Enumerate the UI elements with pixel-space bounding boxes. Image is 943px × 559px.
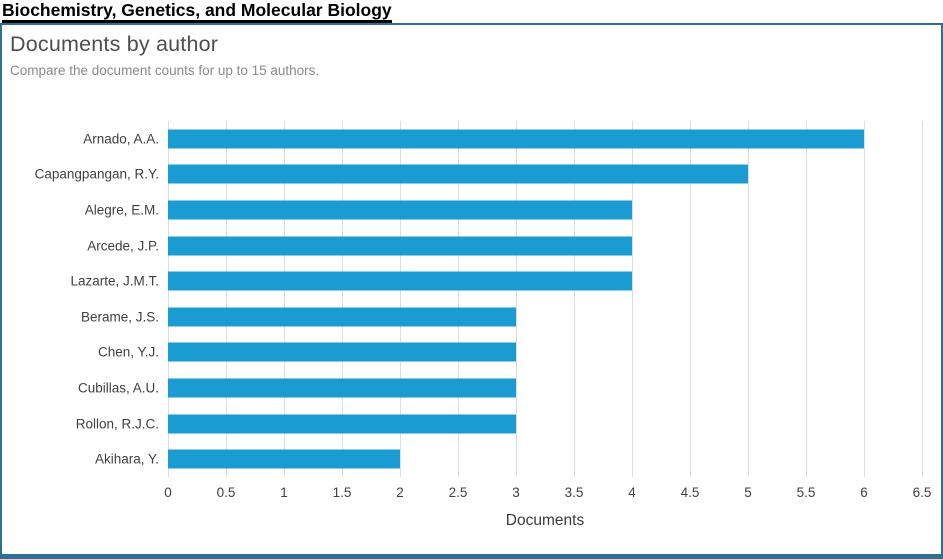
gridline [689, 121, 691, 477]
x-tick-label: 4 [628, 485, 636, 500]
document-count-bar[interactable] [168, 236, 632, 256]
panel-subtitle: Compare the document counts for up to 15… [10, 63, 320, 78]
document-count-bar[interactable] [168, 271, 632, 291]
bar-row: Arcede, J.P. [87, 228, 922, 264]
plot-area: Arnado, A.A. Capangpangan, R.Y. Alegre, E.… [35, 121, 923, 477]
author-label: Chen, Y.J. [97, 344, 159, 360]
document-count-bar[interactable] [168, 449, 400, 469]
bar-row: Lazarte, J.M.T. [70, 263, 922, 299]
document-count-bar[interactable] [168, 307, 516, 327]
x-axis-ticks: 0 0.5 1 1.5 2 2.5 3 3.5 4 4.5 5 5.5 6 6.5 [164, 485, 931, 502]
x-tick-label: 0.5 [216, 485, 236, 500]
x-tick-label: 1 [280, 485, 288, 500]
x-tick-label: 2 [396, 485, 404, 500]
author-label: Arcede, J.P. [87, 238, 159, 254]
x-tick-label: 2.5 [448, 485, 468, 500]
x-tick-label: 6.5 [912, 485, 932, 500]
author-label: Capangpangan, R.Y. [34, 166, 159, 182]
bar-row: Alegre, E.M. [85, 192, 922, 228]
gridline [226, 121, 227, 477]
gridline [342, 121, 343, 477]
gridline [168, 121, 169, 477]
x-tick-label: 5.5 [796, 485, 816, 500]
gridline [516, 121, 517, 477]
gridline [922, 121, 923, 477]
document-count-bar[interactable] [168, 342, 516, 362]
panel-heading: Documents by author [10, 32, 219, 56]
x-tick-label: 5 [744, 485, 752, 500]
author-label: Berame, J.S. [80, 309, 159, 325]
author-label: Akihara, Y. [94, 451, 159, 467]
gridline [458, 121, 459, 477]
x-tick-label: 4.5 [680, 485, 700, 500]
gridline [748, 121, 749, 477]
author-label: Lazarte, J.M.T. [70, 273, 159, 289]
bar-row: Arnado, A.A. [83, 121, 922, 157]
author-label: Cubillas, A.U. [77, 380, 159, 396]
page-title-text: Biochemistry, Genetics, and Molecular Bi… [2, 0, 392, 23]
page-title: Biochemistry, Genetics, and Molecular Bi… [0, 0, 943, 23]
document-count-bar[interactable] [168, 164, 748, 184]
x-axis-title: Documents [505, 512, 585, 529]
x-tick-label: 6 [860, 485, 868, 500]
document-count-bar[interactable] [168, 378, 516, 398]
author-label: Rollon, R.J.C. [75, 416, 159, 432]
bar-chart: Arnado, A.A. Capangpangan, R.Y. Alegre, E.… [10, 121, 933, 530]
gridline [864, 121, 865, 477]
bar-row: Cubillas, A.U. [78, 370, 922, 406]
bar-row: Rollon, R.J.C. [76, 406, 922, 442]
x-tick-label: 3.5 [564, 485, 584, 500]
author-label: Arnado, A.A. [83, 131, 159, 147]
document-count-bar[interactable] [168, 129, 864, 149]
bar-row: Akihara, Y. [95, 441, 922, 477]
gridline [806, 121, 807, 477]
x-tick-label: 3 [512, 485, 520, 500]
documents-by-author-panel: Documents by author Compare the document… [0, 23, 943, 559]
bar-row: Berame, J.S. [81, 299, 922, 335]
gridline [400, 121, 401, 477]
author-label: Alegre, E.M. [84, 202, 159, 218]
gridline [574, 121, 575, 477]
x-tick-label: 0 [164, 485, 172, 500]
x-tick-label: 1.5 [332, 485, 352, 500]
document-count-bar[interactable] [168, 200, 632, 220]
gridline [284, 121, 285, 477]
bar-row: Chen, Y.J. [98, 335, 922, 371]
gridline [632, 121, 633, 477]
bar-row: Capangpangan, R.Y. [35, 157, 922, 193]
document-count-bar[interactable] [168, 414, 516, 434]
